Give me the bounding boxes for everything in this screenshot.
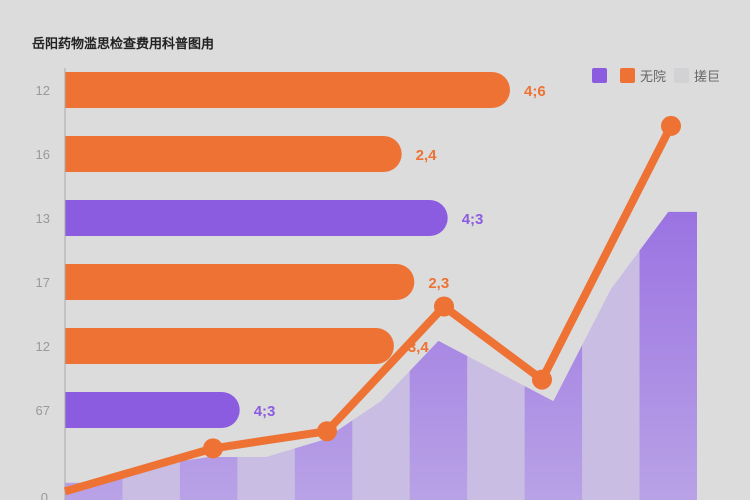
bar: [45, 136, 402, 172]
trend-point: [661, 115, 681, 136]
bar: [45, 392, 240, 428]
trend-line: [63, 124, 675, 496]
bar-value-label: 2,4: [416, 147, 438, 164]
y-tick-label: 67: [36, 403, 50, 418]
y-tick-label: 0: [41, 490, 48, 500]
y-tick-label: 16: [36, 147, 50, 162]
y-tick-label: 17: [36, 275, 50, 290]
y-tick-label: 13: [36, 211, 50, 226]
legend-swatch-gray: [674, 68, 690, 83]
trend-point: [203, 438, 223, 459]
y-tick-label: 12: [36, 83, 50, 98]
y-tick-label: 12: [36, 339, 50, 354]
bar: [45, 328, 394, 364]
bar-value-label: 4;6: [524, 83, 546, 100]
trend-point: [532, 369, 552, 390]
legend-swatch-orange: [620, 68, 635, 83]
bar-value-label: 4;3: [462, 211, 484, 228]
bar: [45, 264, 415, 300]
bar-value-label: 2,3: [428, 275, 449, 292]
bar-value-label: 4;3: [254, 403, 276, 420]
chart-title: 岳阳药物滥思检查费用科普图甪: [32, 37, 215, 52]
legend: 无院 搓巨: [592, 66, 728, 85]
bar: [45, 72, 510, 108]
area-column: [467, 211, 526, 500]
trend-point: [434, 296, 454, 317]
legend-label: 搓巨: [694, 70, 721, 85]
bar: [45, 200, 448, 236]
area-column: [639, 211, 697, 500]
legend-label: 无院: [640, 70, 667, 85]
axis-mask: [0, 68, 65, 448]
legend-swatch-purple: [592, 68, 607, 83]
trend-point: [317, 421, 337, 442]
area-column: [524, 211, 583, 500]
